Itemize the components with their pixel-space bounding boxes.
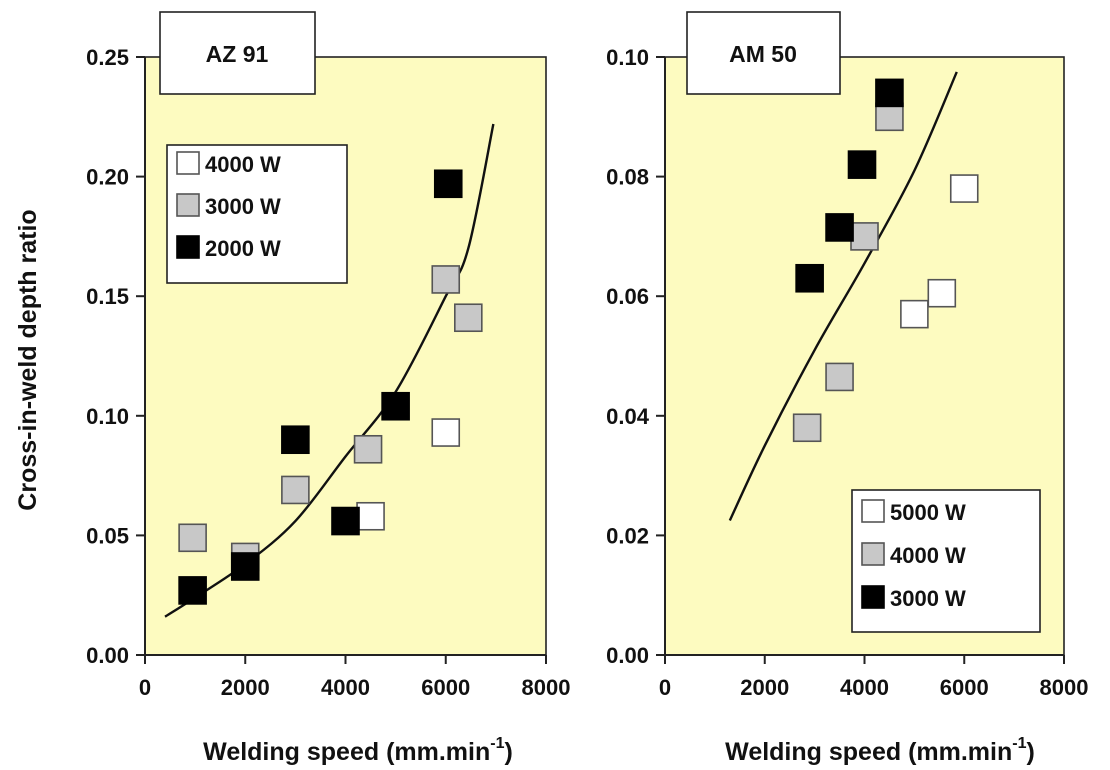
x-axis-title-am50: Welding speed (mm.min-1) xyxy=(725,735,1035,766)
y-tick-label-az91: 0.15 xyxy=(86,284,129,309)
data-point-am50-3000w xyxy=(847,150,877,179)
x-tick-label-am50: 6000 xyxy=(940,675,989,700)
data-point-am50-4000w xyxy=(792,413,822,443)
y-tick-label-az91: 0.25 xyxy=(86,45,129,70)
legend-swatch-az91 xyxy=(176,235,200,259)
legend-swatch-az91 xyxy=(176,193,200,217)
data-point-am50-4000w xyxy=(875,102,904,132)
data-point-am50-4000w xyxy=(850,222,879,251)
panel-am50: 0.00 0.02 0.04 0.06 0.08 0.10 0 2000 4000 6000 800… xyxy=(606,11,1089,766)
data-point-az91-2000w xyxy=(433,169,463,199)
data-point-az91-2000w xyxy=(331,506,360,536)
y-tick-label-am50: 0.10 xyxy=(606,45,649,70)
x-tick-label-az91: 4000 xyxy=(321,675,370,700)
y-tick-label-am50: 0.04 xyxy=(606,404,650,429)
data-point-az91-3000w xyxy=(178,523,207,553)
y-tick-label-az91: 0.05 xyxy=(86,523,129,548)
panel-title-az91: AZ 91 xyxy=(206,41,269,67)
legend-swatch-am50 xyxy=(861,542,885,566)
y-tick-label-az91: 0.00 xyxy=(86,643,129,668)
legend-label-am50: 5000 W xyxy=(890,500,966,525)
y-tick-label-am50: 0.06 xyxy=(606,284,649,309)
data-point-am50-3000w xyxy=(825,213,854,242)
y-tick-label-am50: 0.08 xyxy=(606,165,649,190)
data-point-az91-2000w xyxy=(381,391,410,421)
y-tick-label-am50: 0.00 xyxy=(606,643,649,668)
legend-label-az91: 4000 W xyxy=(205,152,281,177)
x-tick-label-am50: 2000 xyxy=(740,675,789,700)
y-tick-label-az91: 0.20 xyxy=(86,165,129,190)
x-tick-label-az91: 8000 xyxy=(522,675,571,700)
x-tick-label-am50: 8000 xyxy=(1040,675,1089,700)
data-point-az91-3000w xyxy=(431,265,461,294)
x-tick-label-am50: 4000 xyxy=(840,675,889,700)
legend-swatch-am50 xyxy=(861,585,885,609)
data-point-az91-3000w xyxy=(353,434,383,464)
x-tick-label-az91: 2000 xyxy=(221,675,270,700)
data-point-az91-2000w xyxy=(178,576,207,605)
x-tick-label-am50: 0 xyxy=(659,675,671,700)
y-tick-label-az91: 0.10 xyxy=(86,404,129,429)
data-point-am50-3000w xyxy=(795,263,824,293)
data-point-az91-4000w xyxy=(356,501,385,531)
data-point-az91-2000w xyxy=(281,425,310,455)
data-point-az91-2000w xyxy=(230,552,260,581)
data-point-az91-3000w xyxy=(281,475,310,505)
fit-curve-am50 xyxy=(728,71,958,521)
data-point-az91-3000w xyxy=(454,303,483,333)
data-point-am50-5000w xyxy=(927,278,957,308)
panel-title-am50: AM 50 xyxy=(729,41,797,67)
data-point-am50-5000w xyxy=(900,299,929,329)
y-tick-label-am50: 0.02 xyxy=(606,523,649,548)
panel-az91: 0.00 0.05 0.10 0.15 0.20 0.25 0 2000 4000 6000 800… xyxy=(14,11,571,766)
data-point-az91-4000w xyxy=(431,418,461,447)
panel-title-box-az91: AZ 91 xyxy=(159,11,316,95)
x-tick-label-az91: 0 xyxy=(139,675,151,700)
data-point-am50-5000w xyxy=(949,174,979,203)
data-point-am50-3000w xyxy=(875,78,904,108)
legend-swatch-am50 xyxy=(861,499,885,523)
legend-am50: 5000 W 4000 W 3000 W xyxy=(851,489,1041,633)
legend-label-am50: 3000 W xyxy=(890,586,966,611)
legend-label-am50: 4000 W xyxy=(890,543,966,568)
data-point-am50-4000w xyxy=(825,362,854,392)
x-tick-label-az91: 6000 xyxy=(421,675,470,700)
legend-label-az91: 3000 W xyxy=(205,194,281,219)
x-axis-title-az91: Welding speed (mm.min-1) xyxy=(203,735,513,766)
panel-title-box-am50: AM 50 xyxy=(686,11,841,95)
legend-label-az91: 2000 W xyxy=(205,236,281,261)
legend-az91: 4000 W 3000 W 2000 W xyxy=(166,144,348,284)
legend-swatch-az91 xyxy=(176,151,200,175)
y-axis-title: Cross-in-weld depth ratio xyxy=(14,209,42,510)
